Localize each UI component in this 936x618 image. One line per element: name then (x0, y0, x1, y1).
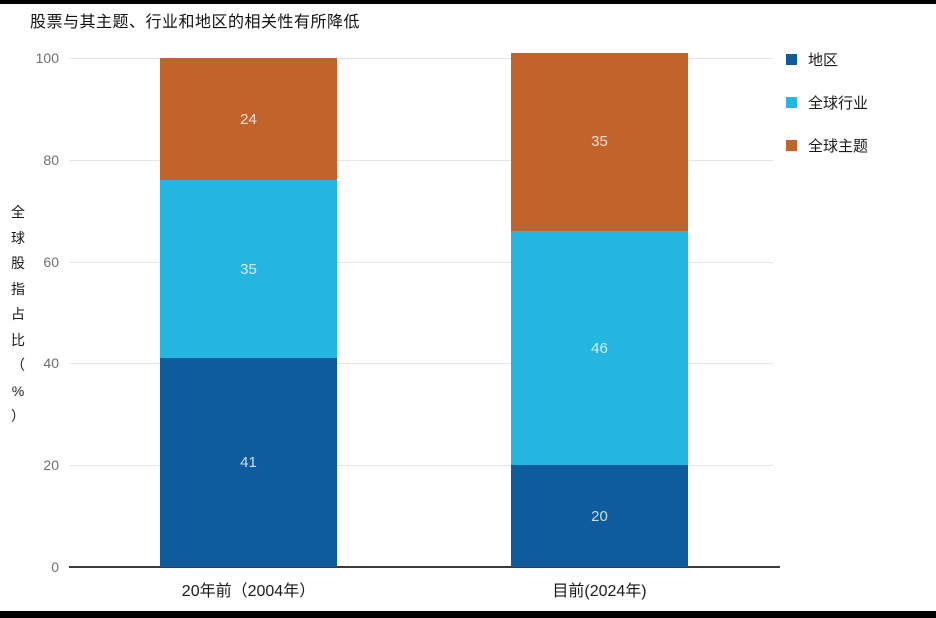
bar-value-label: 24 (240, 110, 257, 128)
y-axis-title-char: ） (11, 408, 25, 424)
bar-segment: 35 (160, 180, 337, 359)
y-axis-title: 全球股指占比 （% ） (6, 200, 30, 430)
y-axis-title-char: 占 (11, 306, 25, 322)
legend-swatch (786, 140, 797, 151)
bar-segment: 41 (160, 358, 337, 567)
legend-swatch (786, 97, 797, 108)
stacked-bar: 41 35 24 (160, 58, 337, 567)
legend: 地区全球行业全球主题 (786, 49, 868, 178)
x-tick-label: 目前(2024年) (552, 583, 647, 600)
y-tick-label: 40 (43, 355, 59, 372)
legend-item: 地区 (786, 49, 868, 70)
gridline (69, 363, 773, 365)
top-border-rule (0, 0, 936, 4)
bar-segment: 35 (511, 52, 688, 232)
y-axis-title-char: （ (11, 357, 25, 373)
x-axis-line (69, 566, 781, 568)
y-axis-title-char: 指 (11, 280, 25, 297)
gridline (69, 58, 773, 59)
bar-value-label: 41 (240, 454, 257, 472)
stacked-bar: 20 46 35 (511, 52, 688, 567)
legend-label: 地区 (808, 52, 839, 69)
x-tick-label: 20年前（2004年） (181, 583, 316, 600)
bottom-border-rule (0, 611, 936, 618)
y-tick-label: 0 (51, 559, 59, 575)
gridline (69, 261, 773, 263)
gridline (69, 465, 773, 467)
y-tick-label: 100 (35, 50, 59, 66)
chart-title: 股票与其主题、行业和地区的相关性有所降低 (30, 14, 361, 31)
y-tick-label: 60 (43, 253, 59, 270)
legend-label: 全球主题 (808, 138, 869, 155)
y-axis-title-char: % (11, 382, 25, 399)
bar-segment: 24 (160, 58, 337, 181)
y-tick-label: 20 (43, 457, 59, 474)
legend-label: 全球行业 (808, 95, 869, 112)
bar-value-label: 46 (591, 339, 608, 357)
y-axis-title-char: 球 (11, 229, 25, 246)
bar-segment: 46 (511, 231, 688, 466)
y-axis-title-char: 全 (11, 204, 25, 220)
legend-swatch (786, 54, 797, 65)
legend-item: 全球行业 (786, 92, 868, 113)
bar-value-label: 20 (591, 507, 608, 525)
y-axis-title-char: 比 (11, 331, 25, 348)
bar-value-label: 35 (591, 133, 608, 151)
bar-segment: 20 (511, 465, 688, 567)
gridline (69, 159, 773, 161)
y-axis-title-char: 股 (11, 255, 25, 271)
bar-value-label: 35 (240, 260, 257, 278)
legend-item: 全球主题 (786, 135, 868, 156)
y-tick-label: 80 (43, 151, 59, 168)
plot-area: 0 20 40 60 80 100 41 35 24 20年前（2004年） 20 46 35 目前(20… (36, 50, 781, 600)
